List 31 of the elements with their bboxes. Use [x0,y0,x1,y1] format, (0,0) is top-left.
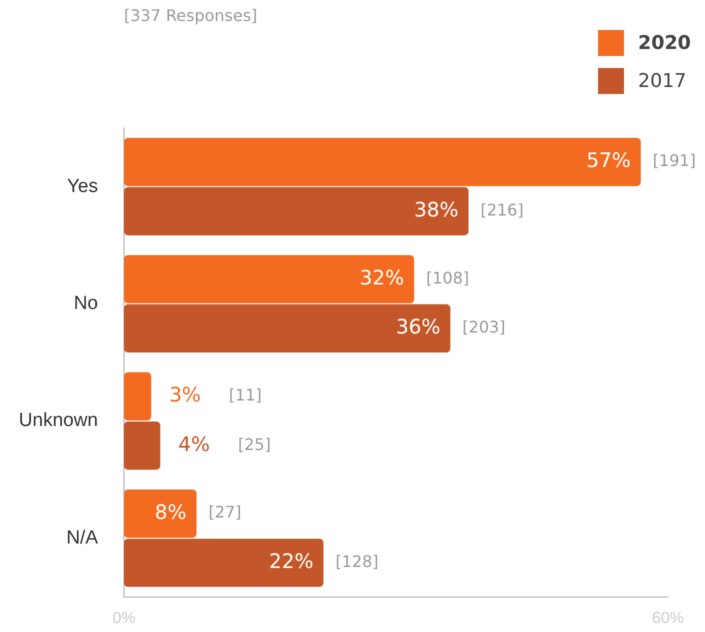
y-tick-label: No [74,293,98,314]
annotation: [128] [335,552,378,571]
bar [124,489,197,538]
bar [124,538,324,587]
data-label: 38% [414,197,459,222]
legend-label: 2017 [638,70,686,92]
bar [124,372,152,421]
data-label: 32% [360,265,404,290]
y-tick-label: Yes [67,176,98,197]
annotation: [191] [652,151,696,170]
data-label: 36% [396,314,440,339]
annotation: [216] [480,200,524,220]
annotation: [108] [426,268,470,288]
chart-subtitle: [337 Responses] [124,6,258,25]
bar [124,421,160,470]
bar [124,255,414,304]
data-label: 4% [178,432,210,456]
y-tick-label: N/A [66,527,98,548]
annotation: [27] [208,502,242,522]
annotation: [25] [238,434,271,454]
legend-label: 2020 [638,32,691,54]
annotation: [203] [462,318,506,337]
bar [124,304,450,353]
annotation: [11] [228,386,262,405]
bar [124,138,641,186]
data-label: 57% [586,148,631,172]
data-label: 8% [154,500,187,524]
data-label: 3% [169,382,201,407]
data-label: 22% [269,549,314,574]
bar [124,187,469,236]
y-tick-label: Unknown [18,410,98,432]
